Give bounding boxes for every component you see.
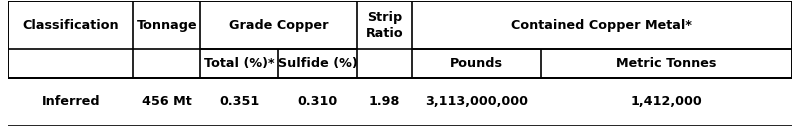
Text: 3,113,000,000: 3,113,000,000 bbox=[425, 95, 528, 108]
Text: Sulfide (%): Sulfide (%) bbox=[278, 57, 358, 70]
Text: Contained Copper Metal*: Contained Copper Metal* bbox=[511, 19, 692, 32]
Text: 0.351: 0.351 bbox=[219, 95, 259, 108]
Text: Inferred: Inferred bbox=[42, 95, 100, 108]
Text: 456 Mt: 456 Mt bbox=[142, 95, 192, 108]
Text: 1.98: 1.98 bbox=[369, 95, 400, 108]
Text: Grade Copper: Grade Copper bbox=[229, 19, 328, 32]
Text: Metric Tonnes: Metric Tonnes bbox=[616, 57, 717, 70]
Text: Total (%)*: Total (%)* bbox=[204, 57, 274, 70]
Text: Pounds: Pounds bbox=[450, 57, 503, 70]
Text: 0.310: 0.310 bbox=[298, 95, 338, 108]
Text: 1,412,000: 1,412,000 bbox=[630, 95, 702, 108]
Text: Classification: Classification bbox=[22, 19, 119, 32]
Text: Tonnage: Tonnage bbox=[137, 19, 197, 32]
Text: Strip
Ratio: Strip Ratio bbox=[366, 11, 403, 40]
